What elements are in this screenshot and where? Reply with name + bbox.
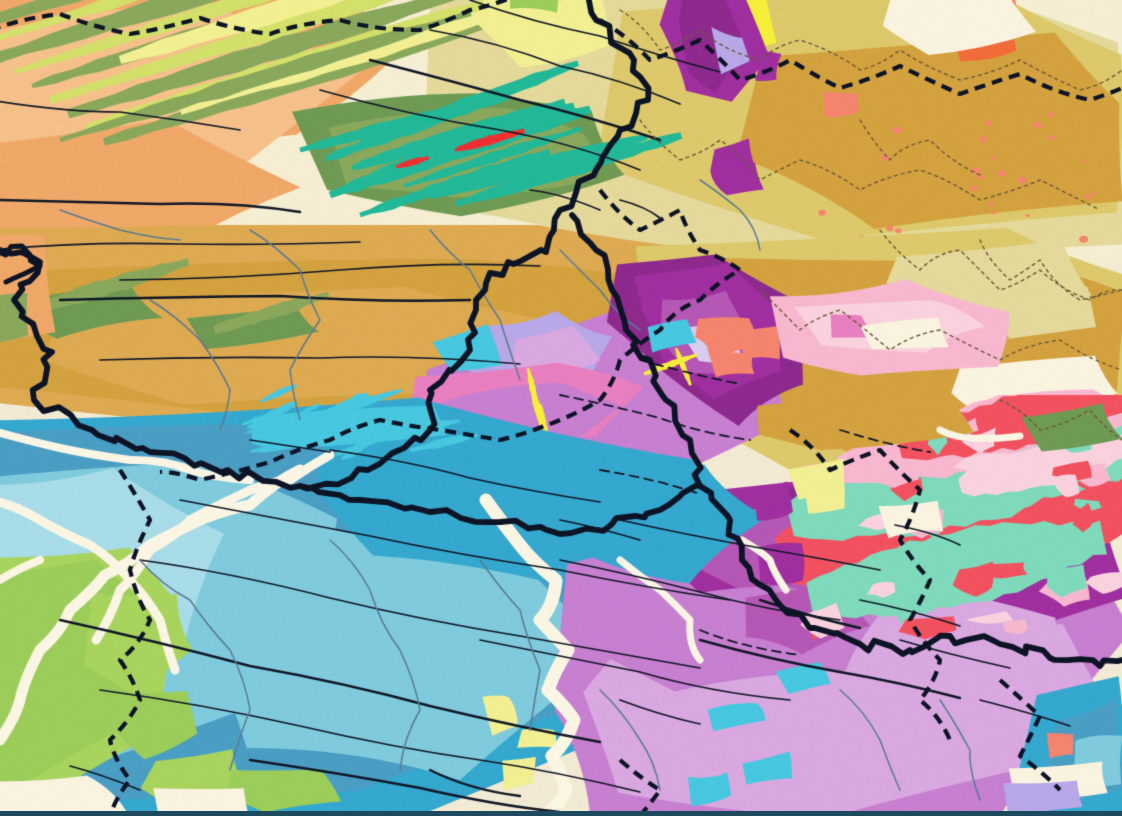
viewport-bottom-edge — [0, 811, 1122, 816]
